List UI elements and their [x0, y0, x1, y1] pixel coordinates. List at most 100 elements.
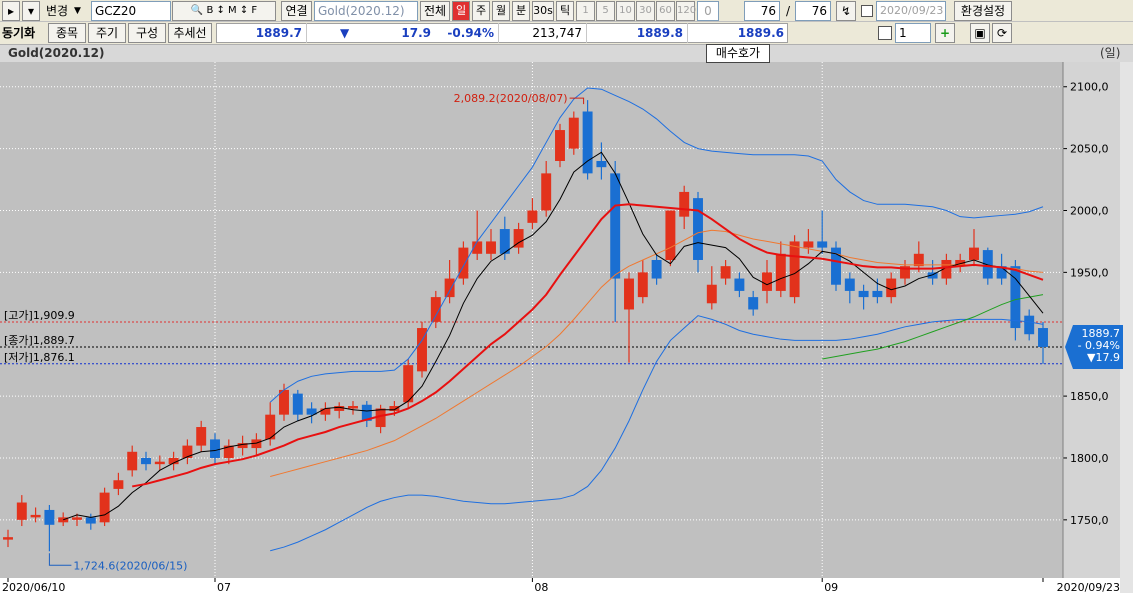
candle-body — [72, 517, 82, 520]
candle-body — [762, 272, 772, 291]
candle-body — [85, 517, 96, 524]
link-button[interactable]: 연결 — [281, 1, 312, 21]
candle-body — [182, 445, 193, 458]
all-button[interactable]: 전체 — [420, 1, 450, 21]
x-tick-label: 09 — [824, 581, 838, 593]
count-select[interactable]: 1 — [895, 23, 931, 43]
candle-body — [3, 537, 13, 540]
dropdown-icon[interactable]: ▼ — [74, 6, 81, 16]
interval-button[interactable]: 1 — [576, 1, 595, 21]
candle-body — [44, 509, 55, 525]
y-tick-label: 2100,0 — [1070, 81, 1109, 94]
candle-body — [168, 457, 179, 465]
price: 1889.7 — [217, 23, 307, 43]
period-label: (일) — [1100, 46, 1121, 60]
period-button[interactable]: 30s — [532, 1, 554, 21]
plot: [고가]1,909.9 [종가]1,889.7 [저가]1,876.1 2,089.2… — [0, 62, 1063, 578]
candle-body — [541, 173, 552, 211]
candle-body — [1010, 266, 1021, 329]
arrow: ▼ — [340, 26, 350, 40]
indicator-line — [269, 87, 1044, 403]
interval-button[interactable]: 10 — [616, 1, 635, 21]
reference-label: [종가]1,889.7 — [4, 334, 75, 347]
interval-button[interactable]: 60 — [656, 1, 675, 21]
annotation-label: 1,724.6(2020/06/15) — [73, 559, 187, 572]
checkbox[interactable] — [878, 26, 892, 40]
price-box-text: - 0.94% — [1078, 339, 1120, 352]
candle-body — [679, 191, 690, 217]
period-button[interactable]: 분 — [512, 1, 530, 21]
count-input[interactable]: 76 — [744, 1, 780, 21]
y-tick-label: 1800,0 — [1070, 452, 1109, 465]
reference-label: [고가]1,909.9 — [4, 309, 75, 322]
interval-button[interactable]: 30 — [636, 1, 655, 21]
candle-body — [265, 414, 276, 440]
interval-button[interactable]: 120 — [676, 1, 696, 21]
date-input[interactable]: 2020/09/23 — [876, 1, 946, 21]
period-button[interactable]: 주 — [472, 1, 490, 21]
candle-body — [223, 445, 234, 458]
candle-body — [775, 253, 786, 291]
candle-body — [361, 404, 372, 421]
candle-body — [693, 198, 703, 260]
checkbox[interactable] — [861, 5, 873, 17]
period-button[interactable]: 일 — [452, 1, 470, 21]
candle-body — [844, 278, 855, 291]
candle-body — [734, 278, 745, 291]
icon[interactable]: ▾ — [22, 1, 40, 21]
x-axis-background — [0, 578, 1120, 593]
add-icon[interactable]: + — [935, 23, 955, 43]
candle-body — [389, 406, 400, 411]
candle-body — [789, 241, 800, 298]
change-label[interactable]: 변경 — [46, 4, 69, 18]
candle-body — [610, 173, 621, 279]
candle-body — [417, 328, 427, 372]
ask: 1889.8 — [587, 23, 688, 43]
candle-body — [251, 439, 262, 449]
x-tick-label: 2020/06/10 — [2, 581, 65, 593]
zero-input[interactable]: 0 — [697, 1, 719, 21]
candle-body — [513, 229, 524, 248]
candle-body — [969, 247, 979, 260]
sync-label[interactable]: 동기화 — [2, 26, 36, 40]
total-input[interactable]: 76 — [795, 1, 831, 21]
tooltip: 매수호가 — [706, 44, 770, 63]
period-button[interactable]: 월 — [492, 1, 510, 21]
candle-body — [582, 111, 593, 174]
candle-body — [16, 502, 27, 520]
candle-body — [996, 266, 1007, 279]
interval-button[interactable]: 5 — [596, 1, 615, 21]
tool-buttons[interactable]: 🔍 B ↕ M ↕ F — [172, 1, 276, 21]
code-input[interactable]: GCZ20 — [91, 1, 171, 21]
icon[interactable]: ⟳ — [992, 23, 1012, 43]
y-tick-label: 1950,0 — [1070, 266, 1109, 279]
candle-body — [624, 278, 634, 310]
candle-body — [748, 297, 759, 310]
annotation-arrow — [48, 553, 72, 566]
period-button[interactable]: 틱 — [556, 1, 574, 21]
info-button[interactable]: 종목 — [48, 23, 86, 43]
info-button[interactable]: 구성 — [128, 23, 166, 43]
quote-box — [216, 23, 788, 43]
candle-body — [941, 259, 952, 279]
x-tick-label: 08 — [534, 581, 548, 593]
icon[interactable]: ↯ — [836, 1, 856, 21]
info-button[interactable]: 주기 — [88, 23, 126, 43]
icon[interactable]: ▸ — [2, 1, 20, 21]
candle-body — [568, 117, 579, 149]
y-tick-label: 1850,0 — [1070, 390, 1109, 403]
candle-body — [430, 297, 441, 322]
indicator-line — [270, 315, 1044, 552]
candle-body — [113, 480, 124, 489]
icon[interactable]: ▣ — [970, 23, 990, 43]
settings-button[interactable]: 환경설정 — [954, 1, 1012, 21]
name-input[interactable]: Gold(2020.12) — [314, 1, 418, 21]
price-box — [1065, 324, 1123, 369]
info-button[interactable]: 추세선 — [168, 23, 212, 43]
candle-body — [279, 389, 289, 415]
candle-body — [886, 278, 897, 298]
candle-body — [30, 514, 41, 518]
y-tick-label: 2000,0 — [1070, 204, 1109, 217]
title-bar — [0, 44, 1133, 62]
candle-body — [486, 241, 496, 254]
